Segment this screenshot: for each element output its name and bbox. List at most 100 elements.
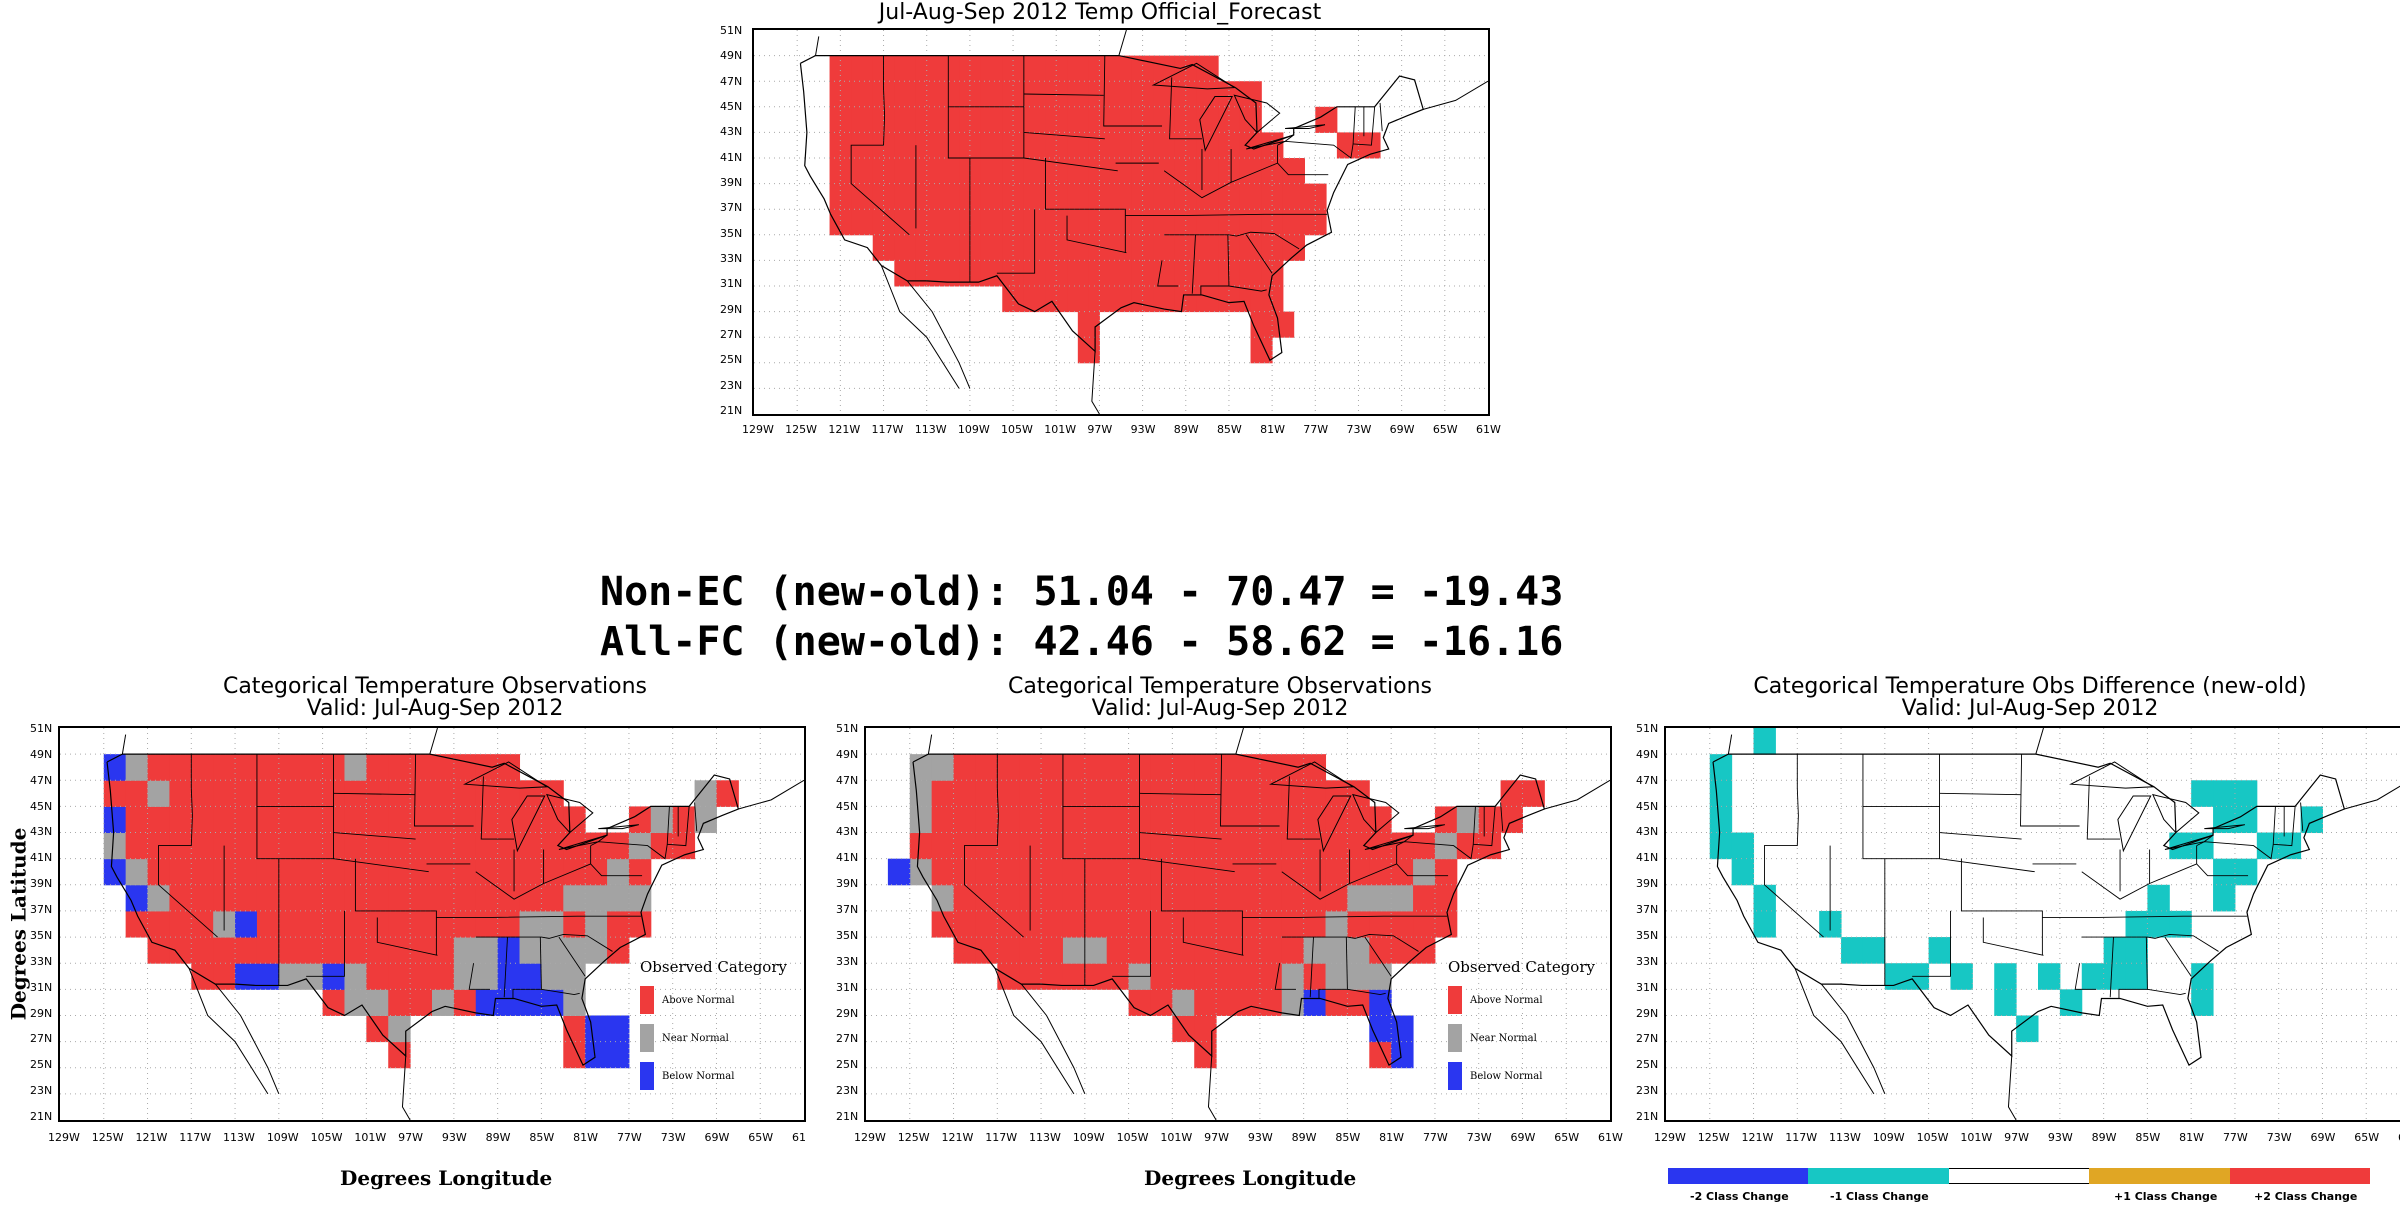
lon-tick-label: 61W [1598,1131,1623,1144]
grid-cell [541,858,564,886]
lat-tick-label: 49N [30,747,53,761]
obs-left-legend-above: Above Normal [640,986,787,1014]
grid-cell [453,832,477,860]
grid-cell [300,937,324,964]
grid-cell [607,884,630,912]
grid-cell [1391,1015,1414,1043]
lon-tick-label: 77W [616,1131,642,1144]
grid-cell [1110,209,1133,236]
diff-title-2: Valid: Jul-Aug-Sep 2012 [1901,696,2159,721]
grid-cell [1150,806,1173,834]
grid-cell [388,858,411,886]
state-border [1318,937,1348,999]
lat-tick-label: 21N [1636,1110,1659,1123]
grid-cell [1216,754,1239,781]
grid-cell [2256,832,2280,860]
grid-cell [1194,806,1217,834]
grid-cell [1131,234,1154,261]
grid-cell [980,209,1003,236]
grid-cell [628,884,652,912]
obs-left-title-1: Categorical Temperature Observations [222,674,648,699]
grid-cell [2213,780,2236,807]
grid-cell [975,937,998,964]
state-border [333,832,416,840]
grid-cell [829,106,852,133]
grid-cell [980,106,1003,133]
state-border [306,910,345,977]
obs-left-legend-below: Below Normal [640,1062,787,1090]
grid-cell [213,937,236,964]
grid-cell [1238,780,1261,807]
grid-cell [607,1015,630,1043]
grid-cell [628,858,652,886]
lon-tick-label: 101W [1960,1131,1993,1144]
grid-cell [410,910,433,938]
lon-tick-label: 89W [2091,1131,2117,1144]
lat-tick-label: 31N [1636,980,1659,994]
grid-cell [1131,209,1154,236]
above-swatch [1448,986,1462,1014]
grid-cell [975,754,998,781]
grid-cell [1325,963,1348,990]
grid-cell [975,884,998,912]
forecast-panel: Jul-Aug-Sep 2012 Temp Official_Forecast … [700,0,1501,450]
grid-cell [1928,937,1951,964]
lon-tick-label: 69W [704,1131,730,1144]
grid-cell [1088,55,1111,82]
lat-tick-label: 35N [30,928,53,942]
state-border [1200,234,1230,295]
state-border [1139,832,1222,840]
state-border [1169,77,1202,140]
grid-cell [432,989,455,1016]
grid-cell [191,754,214,781]
grid-cell [894,158,917,185]
grid-cell [851,106,874,133]
grid-cell [410,858,433,886]
grid-cell [1434,858,1458,886]
state-border [2147,988,2186,996]
lon-tick-label: 81W [2179,1131,2205,1144]
grid-cell [959,55,982,82]
grid-cell [1172,806,1195,834]
grid-cell [1084,806,1108,834]
grid-cell [1303,989,1327,1016]
grid-cell [1172,963,1195,990]
grid-cell [2169,910,2192,938]
grid-cell [1347,910,1370,938]
border-line [1020,983,1086,1095]
grid-cell [915,106,938,133]
lat-tick-label: 43N [1636,825,1659,839]
grid-cell [388,963,411,990]
grid-cell [975,910,998,938]
border-line [880,265,960,389]
lon-tick-label: 97W [1204,1131,1229,1144]
obs-mid-title-1: Categorical Temperature Observations [1007,674,1433,699]
grid-cell [1106,806,1130,834]
grid-cell [1172,754,1195,781]
grid-cell [169,806,192,834]
border-line [815,36,820,56]
grid-cell [256,963,280,990]
grid-cell [829,81,852,108]
lon-tick-label: 129W [854,1131,886,1144]
lat-tick-label: 29N [720,302,743,316]
grid-cell [366,963,389,990]
grid-cell [169,884,192,912]
grid-cell [585,910,608,938]
grid-cell [607,910,630,938]
grid-cell [937,158,960,185]
grid-cell [1106,884,1130,912]
grid-cell [191,937,214,964]
grid-cell [1196,286,1219,313]
obs-left-legend: Observed Category Above Normal Near Norm… [640,958,787,1100]
grid-cell [1088,209,1111,236]
grid-cell [1194,989,1217,1016]
lon-tick-label: 113W [1829,1131,1861,1144]
state-border [354,858,437,956]
lat-tick-label: 39N [836,877,859,891]
grid-cell [1282,209,1305,236]
lon-tick-label: 81W [1379,1131,1405,1144]
grid-cell [1391,1041,1414,1069]
grid-cell [997,937,1020,964]
grid-cell [1002,234,1025,261]
